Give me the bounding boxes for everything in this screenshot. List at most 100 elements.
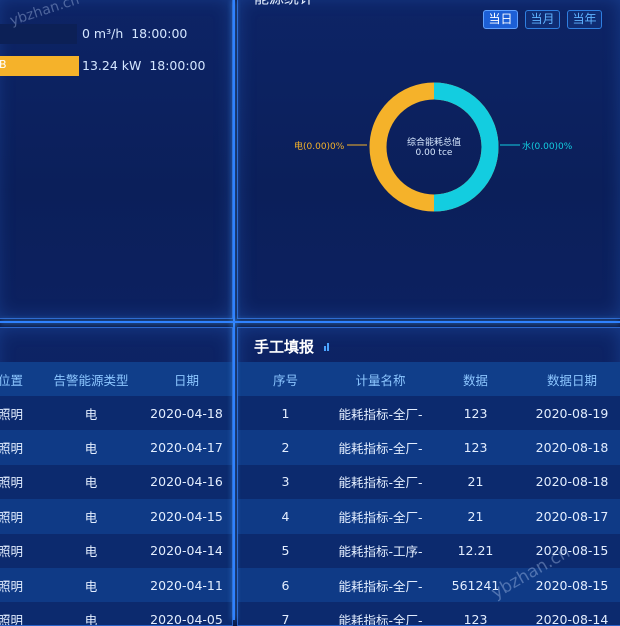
cell-date: 2020-08-18 xyxy=(523,430,620,465)
cell-date: 2020-08-17 xyxy=(523,499,620,534)
water-ring xyxy=(433,82,499,212)
cell-metric-name: 能耗指标-全厂- xyxy=(333,430,428,465)
column-header: 数据日期 xyxy=(523,362,620,396)
cell-value: 21 xyxy=(428,464,523,500)
cell-location: 照明 xyxy=(0,499,41,534)
column-header: 数据 xyxy=(428,362,523,396)
alarm-table: 位置 告警能源类型 日期 照明 电 2020-04-18 照明 电 2020-0… xyxy=(0,362,232,625)
cell-date: 2020-08-15 xyxy=(523,533,620,568)
table-row: 3 能耗指标-全厂- 21 2020-08-18 xyxy=(238,464,620,500)
cell-metric-name: 能耗指标-全厂- xyxy=(333,396,428,431)
cell-index: 5 xyxy=(238,533,333,568)
meter-panel: 0 m³/h 18:00:00 B 13.24 kW 18:00:00 xyxy=(0,0,233,319)
energy-stats-panel: 能源统计 当日 当月 当年 电(0.00)0% 水(0.00)0% 综合能耗总值… xyxy=(237,0,620,319)
cell-value: 561241 xyxy=(428,567,523,603)
cell-date: 2020-04-15 xyxy=(141,499,232,534)
cell-index: 1 xyxy=(238,396,333,431)
manual-report-panel: 手工填报 序号 计量名称 数据 数据日期 1 能耗指标-全厂- 123 2020… xyxy=(237,327,620,626)
cell-value: 12.21 xyxy=(428,533,523,568)
cell-metric-name: 能耗指标-全厂- xyxy=(333,464,428,500)
meter-bar xyxy=(0,24,77,44)
energy-donut-chart xyxy=(347,82,520,212)
table-row: 6 能耗指标-全厂- 561241 2020-08-15 xyxy=(238,567,620,603)
period-year-button[interactable]: 当年 xyxy=(567,10,602,29)
column-header: 日期 xyxy=(141,362,232,396)
cell-energy-type: 电 xyxy=(41,464,141,500)
center-value: 0.00 tce xyxy=(415,148,453,158)
cell-location: 照明 xyxy=(0,430,41,465)
column-header: 序号 xyxy=(238,362,333,396)
section-title: 手工填报 xyxy=(254,338,315,356)
cell-location: 照明 xyxy=(0,567,41,603)
cell-metric-name: 能耗指标-全厂- xyxy=(333,567,428,603)
table-row: 2 能耗指标-全厂- 123 2020-08-18 xyxy=(238,430,620,465)
table-row: 1 能耗指标-全厂- 123 2020-08-19 xyxy=(238,396,620,431)
table-row: 照明 电 2020-04-05 xyxy=(0,602,232,625)
center-label: 综合能耗总值 xyxy=(406,138,461,148)
meter-time: 18:00:00 xyxy=(131,26,188,41)
cell-location: 照明 xyxy=(0,396,41,431)
column-header: 位置 xyxy=(0,362,41,396)
cell-index: 4 xyxy=(238,499,333,534)
table-row: 照明 电 2020-04-15 xyxy=(0,499,232,534)
table-row: 照明 电 2020-04-16 xyxy=(0,464,232,500)
cell-location: 照明 xyxy=(0,533,41,568)
cell-date: 2020-04-17 xyxy=(141,430,232,465)
cell-energy-type: 电 xyxy=(41,430,141,465)
cell-energy-type: 电 xyxy=(41,602,141,625)
cell-value: 123 xyxy=(428,602,523,625)
meter-reading: 0 m³/h 18:00:00 xyxy=(82,26,187,41)
cell-date: 2020-08-14 xyxy=(523,602,620,625)
water-label: 水(0.00)0% xyxy=(522,142,573,152)
cell-energy-type: 电 xyxy=(41,499,141,534)
period-today-button[interactable]: 当日 xyxy=(483,10,518,29)
panel-divider xyxy=(233,0,235,620)
cell-date: 2020-08-19 xyxy=(523,396,620,431)
cell-date: 2020-04-11 xyxy=(141,567,232,603)
cell-date: 2020-04-16 xyxy=(141,464,232,500)
donut-center-text: 综合能耗总值 0.00 tce xyxy=(384,135,484,158)
cell-metric-name: 能耗指标-全厂- xyxy=(333,499,428,534)
cell-energy-type: 电 xyxy=(41,567,141,603)
meter-reading: 13.24 kW 18:00:00 xyxy=(82,58,205,73)
table-row: 照明 电 2020-04-14 xyxy=(0,533,232,568)
cell-index: 6 xyxy=(238,567,333,603)
meter-value: 0 m³/h xyxy=(82,26,124,41)
meter-time: 18:00:00 xyxy=(149,58,206,73)
cell-metric-name: 能耗指标-全厂- xyxy=(333,602,428,625)
cell-index: 3 xyxy=(238,464,333,500)
cell-energy-type: 电 xyxy=(41,533,141,568)
table-row: 5 能耗指标-工序- 12.21 2020-08-15 xyxy=(238,533,620,568)
cell-date: 2020-04-14 xyxy=(141,533,232,568)
meter-value: 13.24 kW xyxy=(82,58,142,73)
table-row: 7 能耗指标-全厂- 123 2020-08-14 xyxy=(238,602,620,625)
column-header: 告警能源类型 xyxy=(41,362,141,396)
cell-location: 照明 xyxy=(0,464,41,500)
meter-row-flow: 0 m³/h 18:00:00 xyxy=(0,24,232,44)
cell-date: 2020-04-18 xyxy=(141,396,232,431)
cell-value: 123 xyxy=(428,396,523,431)
cell-date: 2020-08-18 xyxy=(523,464,620,500)
cell-energy-type: 电 xyxy=(41,396,141,431)
period-month-button[interactable]: 当月 xyxy=(525,10,560,29)
column-header: 计量名称 xyxy=(333,362,428,396)
panel-divider xyxy=(0,321,620,323)
alarm-panel: 位置 告警能源类型 日期 照明 电 2020-04-18 照明 电 2020-0… xyxy=(0,327,233,626)
table-row: 照明 电 2020-04-18 xyxy=(0,396,232,431)
manual-report-table: 序号 计量名称 数据 数据日期 1 能耗指标-全厂- 123 2020-08-1… xyxy=(238,362,620,625)
meter-row-power: B 13.24 kW 18:00:00 xyxy=(0,56,232,76)
table-row: 照明 电 2020-04-17 xyxy=(0,430,232,465)
meter-bar: B xyxy=(0,56,79,76)
table-row: 4 能耗指标-全厂- 21 2020-08-17 xyxy=(238,499,620,534)
cell-index: 7 xyxy=(238,602,333,625)
cell-location: 照明 xyxy=(0,602,41,625)
table-header-row: 序号 计量名称 数据 数据日期 xyxy=(238,362,620,396)
cell-date: 2020-04-05 xyxy=(141,602,232,625)
electric-label: 电(0.00)0% xyxy=(294,142,345,152)
cell-date: 2020-08-15 xyxy=(523,567,620,603)
cell-index: 2 xyxy=(238,430,333,465)
signal-bars-icon xyxy=(324,341,332,351)
table-row: 照明 电 2020-04-11 xyxy=(0,567,232,603)
panel-title: 能源统计 xyxy=(254,0,314,8)
cell-value: 21 xyxy=(428,499,523,534)
